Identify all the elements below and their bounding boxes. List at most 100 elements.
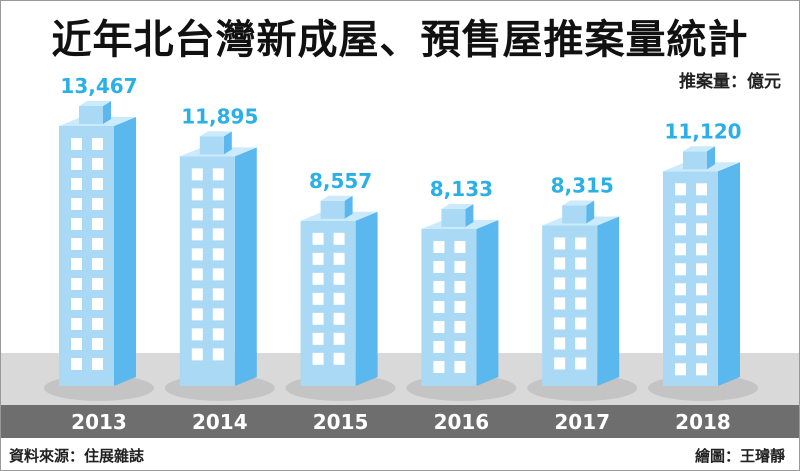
window (92, 278, 103, 290)
x-tick-label: 2013 (71, 410, 127, 434)
window (71, 198, 82, 210)
window (433, 240, 445, 253)
window (92, 158, 103, 170)
window (433, 320, 445, 333)
window (92, 298, 103, 310)
window (191, 328, 203, 341)
window (92, 198, 103, 210)
window (454, 360, 466, 373)
building-front (421, 228, 477, 386)
window (92, 218, 103, 230)
rooftop-box-top (683, 146, 715, 152)
value-label: 8,557 (309, 169, 372, 193)
window (696, 323, 707, 336)
bars-group: 13,467 2013 11,895 2014 8,557 2015 8,133 2016 8,… (44, 74, 758, 434)
window (454, 300, 466, 313)
rooftop-box-side (223, 131, 232, 155)
building-front (300, 220, 356, 386)
window (71, 218, 82, 230)
window (696, 343, 707, 356)
window (675, 303, 686, 316)
window (212, 228, 224, 241)
value-label: 11,120 (664, 119, 741, 143)
window (696, 283, 707, 296)
building-side (718, 162, 740, 386)
building-front (663, 171, 718, 386)
window (333, 332, 345, 345)
window (333, 272, 345, 285)
window (333, 252, 345, 265)
window (71, 318, 82, 330)
window (575, 317, 587, 330)
window (575, 337, 587, 350)
window (333, 232, 345, 245)
building-front (542, 225, 598, 386)
window (92, 358, 103, 370)
rooftop-box (79, 106, 103, 124)
window (575, 237, 587, 250)
window (675, 343, 686, 356)
window (312, 352, 324, 365)
window (454, 320, 466, 333)
window (554, 357, 566, 370)
window (191, 188, 203, 201)
window (191, 168, 203, 181)
window (575, 357, 587, 370)
window (212, 328, 224, 341)
window (675, 263, 686, 276)
value-label: 11,895 (181, 104, 258, 128)
window (454, 240, 466, 253)
window (333, 312, 345, 325)
window (71, 158, 82, 170)
window (675, 283, 686, 296)
rooftop-box-top (441, 203, 474, 209)
rooftop-box-side (586, 200, 595, 224)
window (71, 278, 82, 290)
window (696, 203, 707, 216)
window (696, 223, 707, 236)
window (696, 243, 707, 256)
rooftop-box-top (320, 195, 353, 201)
window (554, 277, 566, 290)
window (191, 228, 203, 241)
window (696, 183, 707, 196)
rooftop-box-side (707, 146, 715, 170)
rooftop-box-top (199, 131, 232, 137)
window (212, 308, 224, 321)
window (554, 337, 566, 350)
rooftop-box-top (79, 101, 111, 106)
window (71, 338, 82, 350)
window (191, 208, 203, 221)
rooftop-box-side (103, 101, 111, 124)
window (454, 260, 466, 273)
window (191, 288, 203, 301)
building-side (355, 211, 378, 386)
window (312, 312, 324, 325)
window (675, 243, 686, 256)
window (92, 318, 103, 330)
window (433, 360, 445, 373)
rooftop-box (683, 151, 707, 170)
window (212, 168, 224, 181)
window (312, 232, 324, 245)
rooftop-box (441, 208, 466, 227)
window (191, 308, 203, 321)
window (675, 223, 686, 236)
window (212, 248, 224, 261)
x-tick-label: 2017 (554, 410, 610, 434)
x-tick-label: 2016 (434, 410, 490, 434)
window (92, 258, 103, 270)
building-side (234, 147, 257, 386)
window (333, 292, 345, 305)
window (191, 348, 203, 361)
window (212, 348, 224, 361)
window (92, 178, 103, 190)
window (71, 138, 82, 150)
window (696, 263, 707, 276)
value-label: 8,315 (551, 173, 614, 197)
window (312, 332, 324, 345)
window (575, 297, 587, 310)
window (675, 183, 686, 196)
building-front (59, 126, 114, 386)
window (212, 268, 224, 281)
